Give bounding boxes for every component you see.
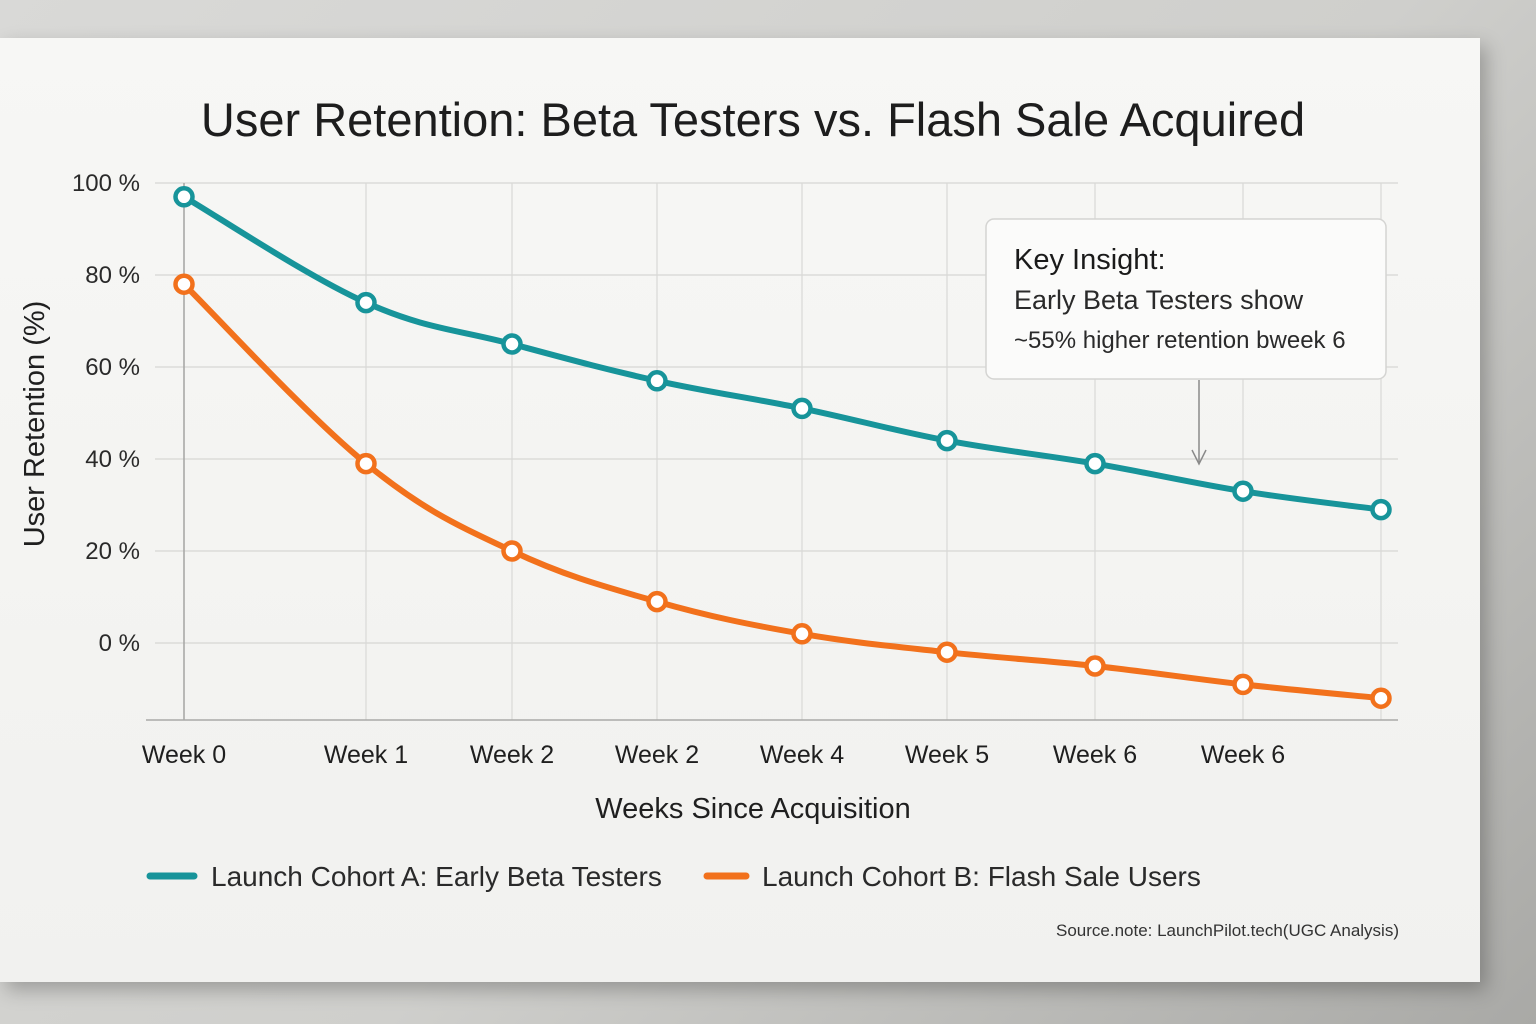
data-point-cohort-a	[791, 397, 813, 420]
y-tick-label: 40 %	[85, 446, 140, 473]
y-tick-label: 60 %	[85, 354, 140, 381]
key-insight-annotation: Key Insight: Early Beta Testers show ~55…	[985, 218, 1387, 466]
data-point-cohort-b	[1370, 687, 1392, 709]
annotation-heading: Key Insight:	[1014, 244, 1166, 276]
legend: Launch Cohort A: Early Beta Testers Laun…	[146, 861, 1201, 892]
legend-label-cohort-b: Launch Cohort B: Flash Sale Users	[762, 861, 1201, 892]
annotation-arrow-head-icon	[1191, 449, 1207, 466]
data-point-cohort-b	[791, 623, 813, 645]
data-point-cohort-a	[1370, 498, 1392, 521]
y-tick-label: 100 %	[72, 170, 140, 197]
data-point-cohort-b	[646, 590, 668, 613]
y-tick-label: 0 %	[99, 630, 140, 657]
data-point-cohort-a	[646, 370, 668, 392]
data-point-cohort-a	[173, 186, 195, 208]
data-point-cohort-b	[501, 540, 523, 562]
x-axis-title: Weeks Since Acquisition	[595, 793, 910, 825]
series-group	[173, 186, 1392, 709]
y-tick-label: 20 %	[85, 538, 140, 565]
x-tick-label: Week 5	[905, 741, 989, 769]
y-tick-labels: 100 % 80 % 60 % 40 % 20 % 0 %	[72, 170, 140, 657]
x-tick-label: Week 2	[470, 741, 554, 769]
x-tick-label: Week 0	[142, 741, 226, 769]
x-tick-label: Week 4	[760, 741, 844, 769]
x-tick-label: Week 6	[1201, 741, 1285, 769]
data-point-cohort-b	[936, 641, 958, 663]
annotation-line-2: ~55% higher retention bweek 6	[1014, 327, 1346, 354]
x-tick-label: Week 6	[1053, 741, 1137, 769]
data-point-cohort-a	[1084, 452, 1106, 475]
data-point-cohort-a	[501, 333, 523, 355]
data-point-cohort-b	[355, 452, 377, 475]
x-tick-label: Week 2	[615, 741, 699, 769]
source-note: Source.note: LaunchPilot.tech(UGC Analys…	[1056, 921, 1399, 940]
y-axis-title: User Retention (%)	[19, 301, 51, 548]
chart-title: User Retention: Beta Testers vs. Flash S…	[201, 93, 1305, 146]
legend-label-cohort-a: Launch Cohort A: Early Beta Testers	[211, 861, 662, 892]
data-point-cohort-a	[1232, 480, 1254, 502]
data-point-cohort-a	[355, 291, 377, 314]
data-point-cohort-a	[936, 429, 958, 452]
x-tick-labels: Week 0 Week 1 Week 2 Week 2 Week 4 Week 5 Week…	[142, 741, 1285, 769]
annotation-line-1: Early Beta Testers show	[1014, 285, 1304, 315]
x-tick-label: Week 1	[324, 741, 408, 769]
chart-card	[0, 38, 1480, 982]
y-tick-label: 80 %	[85, 262, 140, 289]
annotation-box	[985, 218, 1387, 380]
data-point-cohort-b	[173, 273, 195, 295]
data-point-cohort-b	[1232, 673, 1254, 696]
data-point-cohort-b	[1084, 655, 1106, 677]
